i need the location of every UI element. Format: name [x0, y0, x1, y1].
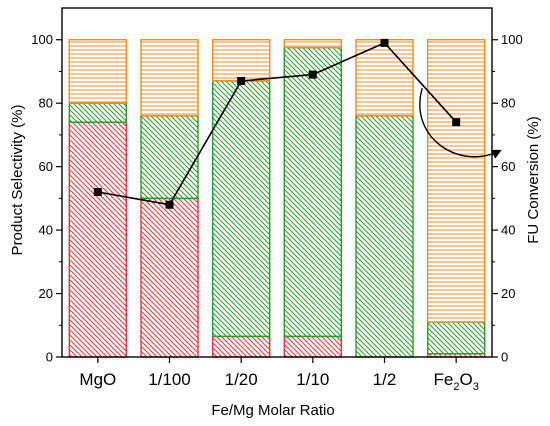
axes-layer: 0 20 40 60 80 100 0 20 40 60 80 100 MgO 1/100 1/20 1/10…: [31, 7, 523, 393]
x-tick-label: 1/20: [225, 370, 258, 389]
bar-segment: [427, 39, 486, 323]
y-tick-label-right: 20: [501, 286, 515, 301]
y-axis-title-right: FU Conversion (%): [525, 116, 542, 244]
y-tick-label-right: 80: [501, 96, 515, 111]
bar-segment: [283, 39, 342, 49]
bar-segment: [211, 335, 271, 358]
x-tick-label: Fe2O3: [434, 370, 479, 393]
bars-layer: [68, 39, 486, 358]
conversion-point: [237, 77, 246, 85]
bar-segment: [140, 39, 199, 117]
bar-segment: [355, 115, 414, 358]
curved-arrow-annotation: [419, 88, 502, 159]
bar-segment: [140, 197, 199, 358]
bar-segment: [140, 115, 199, 200]
conversion-point: [165, 200, 174, 209]
y-tick-label-right: 100: [501, 32, 523, 47]
bar-segment: [355, 39, 414, 117]
conversion-point: [308, 70, 317, 79]
bar-segment: [283, 335, 342, 358]
bar-segment: [211, 39, 271, 82]
x-tick-label: MgO: [79, 370, 116, 389]
y-tick-label-right: 40: [501, 223, 515, 238]
y-axis-title-left: Product Selectivity (%): [9, 105, 26, 256]
bar-segment: [68, 102, 128, 123]
conversion-point: [93, 188, 102, 196]
bar-segment: [427, 321, 486, 355]
y-tick-label-left: 20: [39, 286, 53, 301]
plot-frame: [61, 7, 493, 358]
y-tick-label-left: 40: [39, 223, 53, 238]
x-tick-label: 1/10: [296, 370, 329, 389]
conversion-point: [380, 38, 389, 47]
x-axis-title: Fe/Mg Molar Ratio: [211, 402, 334, 419]
x-tick-label: 1/2: [373, 370, 397, 389]
conversion-line-layer: [93, 38, 461, 209]
y-tick-label-left: 60: [39, 159, 53, 174]
y-tick-label-right: 0: [501, 350, 508, 365]
y-tick-label-right: 60: [501, 159, 515, 174]
y-tick-label-left: 100: [31, 32, 53, 47]
bar-segment: [283, 47, 342, 338]
x-tick-label: 1/100: [148, 370, 191, 389]
conversion-point: [452, 118, 461, 127]
y-tick-label-left: 0: [46, 350, 53, 365]
bar-segment: [68, 39, 128, 104]
y-tick-label-left: 80: [39, 96, 53, 111]
bar-segment: [211, 80, 271, 338]
bar-segment: [68, 121, 128, 358]
conversion-line: [97, 41, 457, 206]
